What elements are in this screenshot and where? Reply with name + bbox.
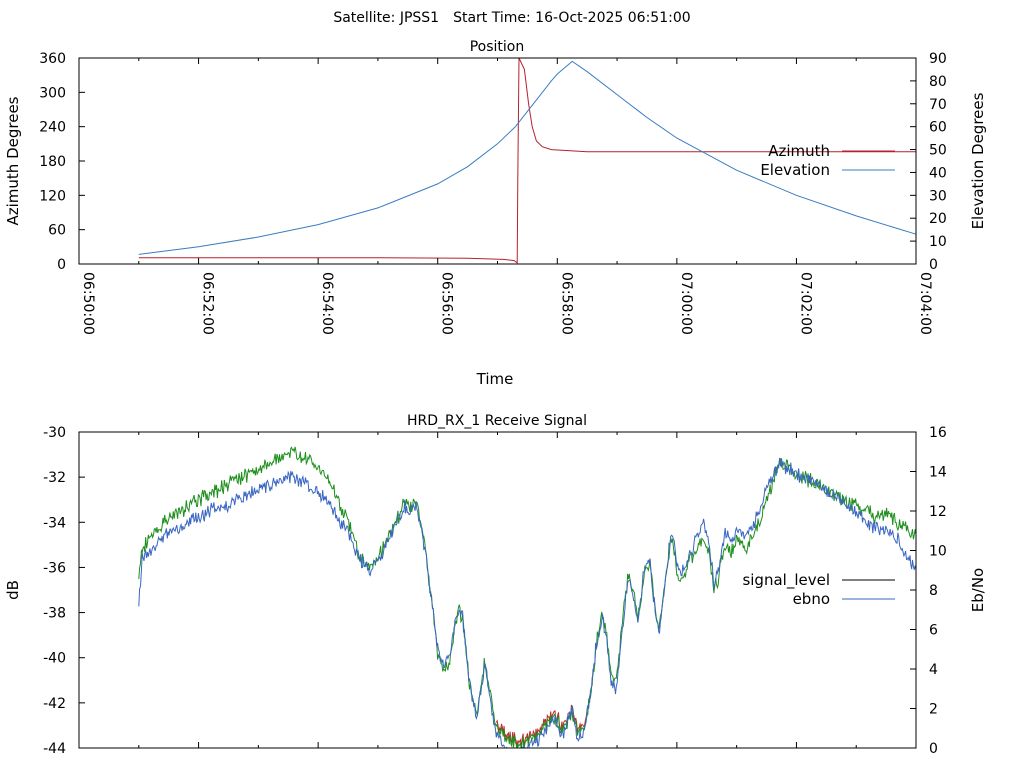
y-tick-label: -42 [43,696,66,712]
legend-elevation-label: Elevation [760,161,830,179]
x-tick-label: 06:52:00 [200,272,216,335]
x-tick-label: 07:02:00 [797,272,813,335]
y-tick-label: -36 [43,560,66,576]
y-tick-label: 300 [39,85,66,101]
y2-tick-label: 20 [929,211,947,227]
y-tick-label: 60 [48,223,66,239]
azimuth-line [138,57,916,264]
satellite-label: Satellite: JPSS1 [333,10,439,26]
start-time-label: Start Time: 16-Oct-2025 06:51:00 [453,10,691,26]
y-tick-label: -40 [43,651,66,667]
azimuth-axis-title: Azimuth Degrees [4,96,22,225]
y2-tick-label: 80 [929,74,947,90]
y2-tick-label: 12 [929,504,947,520]
position-chart-title: Position [470,39,525,55]
y-tick-label: -44 [43,741,66,757]
y-tick-label: 120 [39,188,66,204]
x-tick-label: 07:04:00 [917,272,933,335]
y2-tick-label: 50 [929,143,947,159]
y2-tick-label: 0 [929,741,938,757]
legend-signal-level-label: signal_level [742,571,830,590]
y-tick-label: -38 [43,606,66,622]
receive-signal-chart-title: HRD_RX_1 Receive Signal [407,413,587,429]
y2-tick-label: 8 [929,583,938,599]
legend-ebno-label: ebno [793,590,830,608]
y-tick-label: -34 [43,515,66,531]
y2-tick-label: 16 [929,425,947,441]
y-tick-label: -30 [43,425,66,441]
y2-tick-label: 10 [929,234,947,250]
y2-tick-label: 40 [929,165,947,181]
legend-azimuth-label: Azimuth [768,142,830,160]
y2-tick-label: 90 [929,51,947,67]
y2-tick-label: 6 [929,623,938,639]
x-tick-label: 06:54:00 [319,272,335,335]
signal-level-line [138,446,916,748]
y2-tick-label: 60 [929,120,947,136]
position-legend: Azimuth Elevation [760,142,895,179]
elevation-line [138,60,917,255]
x-tick-label: 06:58:00 [558,272,574,335]
y2-tick-label: 30 [929,188,947,204]
time-axis-title: Time [476,370,514,388]
y2-tick-label: 0 [929,257,938,273]
y2-tick-label: 4 [929,662,938,678]
y-tick-label: 360 [39,51,66,67]
receive-signal-chart: HRD_RX_1 Receive Signal -44 -42 -40 -38 -36 -… [4,413,987,757]
y2-tick-label: 10 [929,544,947,560]
y-tick-label: 240 [39,120,66,136]
figure-header: Satellite: JPSS1 Start Time: 16-Oct-2025 … [333,10,690,26]
signal-legend: signal_level ebno [742,571,895,608]
db-axis-title: dB [4,580,22,600]
signal-plot-frame [78,431,917,749]
elevation-axis-title: Elevation Degrees [969,92,987,229]
position-chart: Position 06:50:00 06:52:00 06:54:00 06:56:0… [4,39,987,388]
ebno-line [138,457,916,748]
y-tick-label: 0 [57,257,66,273]
y2-tick-label: 2 [929,702,938,718]
y2-tick-label: 14 [929,465,947,481]
y-tick-label: 180 [39,154,66,170]
y-tick-label: -32 [43,470,66,486]
y2-tick-label: 70 [929,97,947,113]
x-tick-label: 06:50:00 [80,272,96,335]
x-tick-label: 07:00:00 [678,272,694,335]
x-tick-label: 06:56:00 [439,272,455,335]
ebno-axis-title: Eb/No [969,568,987,612]
